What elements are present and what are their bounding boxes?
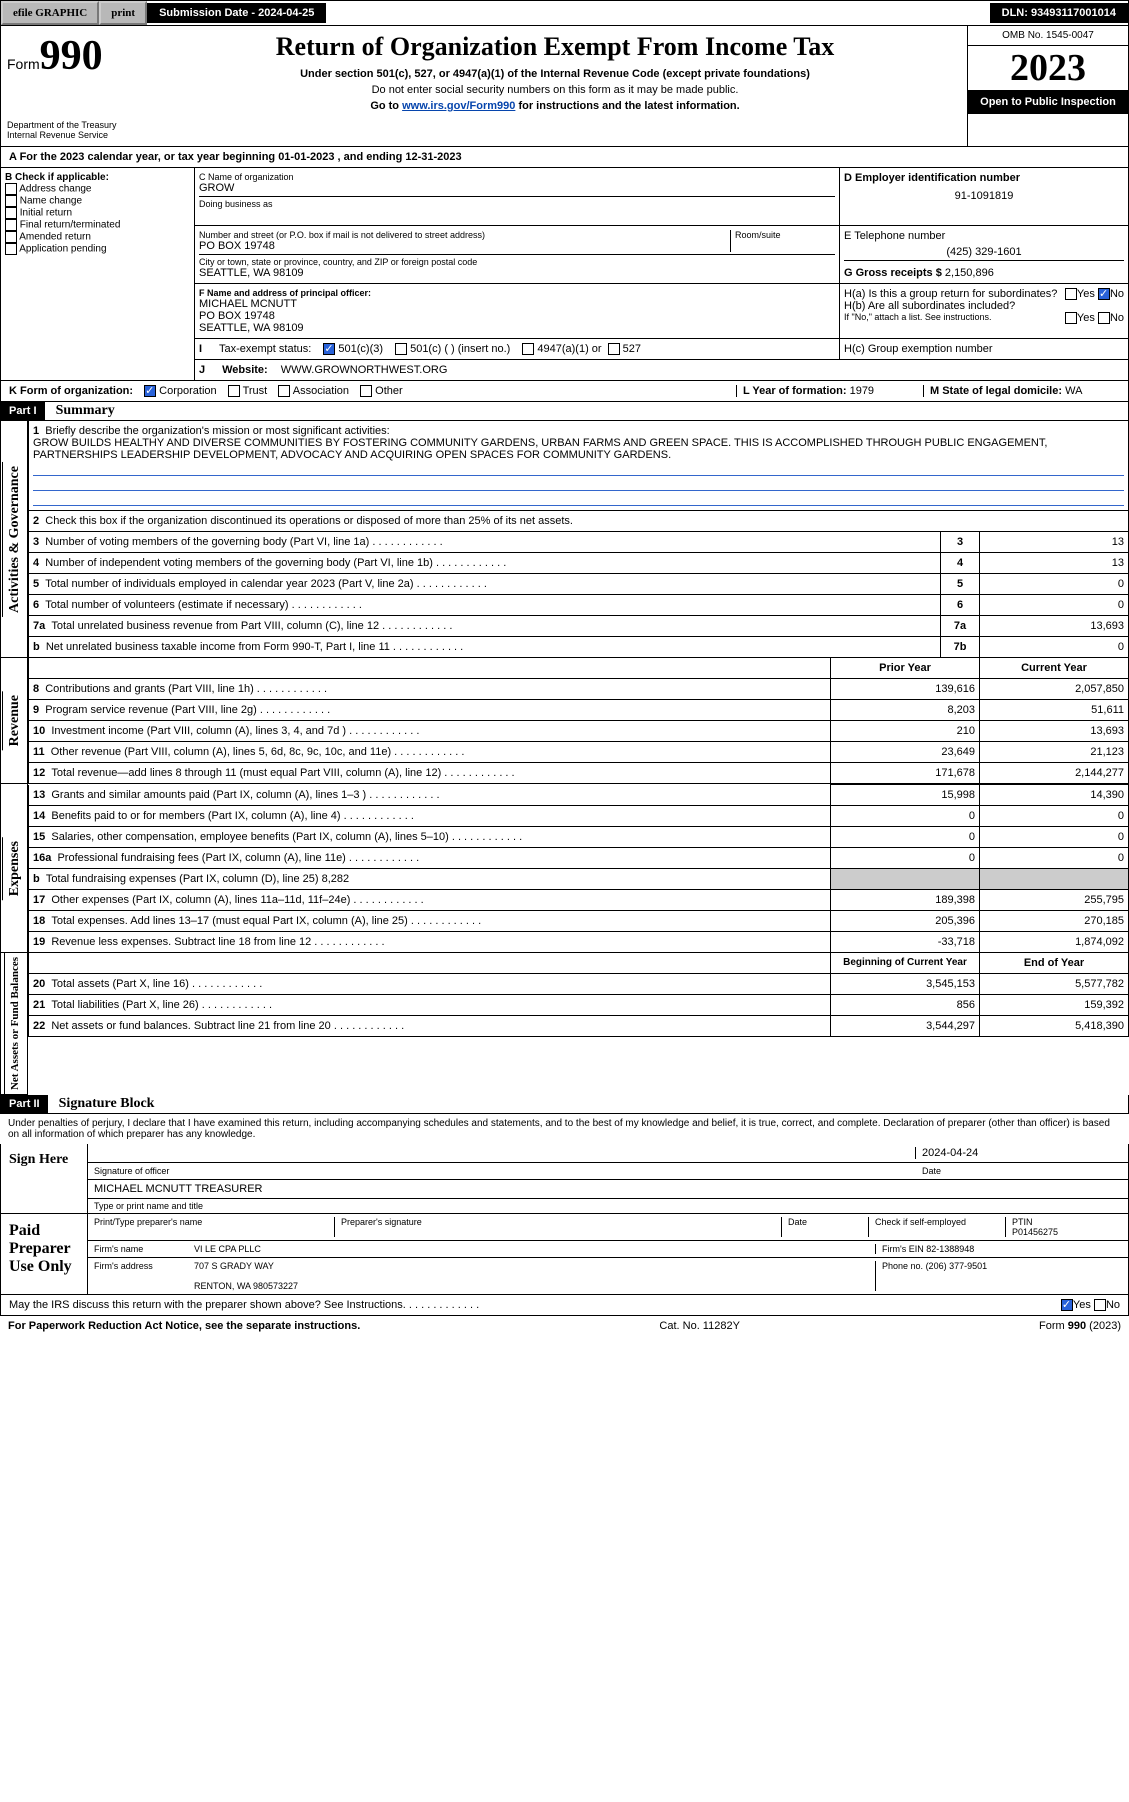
line-15: 15 Salaries, other compensation, employe… [29, 827, 1129, 848]
line-4: 4 Number of independent voting members o… [29, 553, 1129, 574]
website-value: WWW.GROWNORTHWEST.ORG [281, 364, 448, 376]
checkbox-amended-return[interactable]: Amended return [5, 231, 190, 243]
officer-name: MICHAEL MCNUTT [199, 298, 835, 310]
gross-label: G Gross receipts $ [844, 267, 942, 279]
part2-label: Part II [1, 1095, 48, 1113]
cat-no: Cat. No. 11282Y [659, 1320, 740, 1332]
side-net: Net Assets or Fund Balances [4, 953, 25, 1094]
box-b-label: B Check if applicable: [5, 172, 190, 183]
gross-value: 2,150,896 [945, 267, 994, 279]
dba-label: Doing business as [199, 199, 835, 209]
print-button[interactable]: print [99, 1, 147, 25]
omb-number: OMB No. 1545-0047 [968, 26, 1128, 46]
checkbox-application-pending[interactable]: Application pending [5, 243, 190, 255]
line-b: b Total fundraising expenses (Part IX, c… [29, 869, 1129, 890]
line-8: 8 Contributions and grants (Part VIII, l… [29, 679, 1129, 700]
name-label: C Name of organization [199, 172, 835, 182]
line-3: 3 Number of voting members of the govern… [29, 532, 1129, 553]
line-21: 21 Total liabilities (Part X, line 26)85… [29, 995, 1129, 1016]
line-19: 19 Revenue less expenses. Subtract line … [29, 932, 1129, 953]
line-10: 10 Investment income (Part VIII, column … [29, 721, 1129, 742]
subtitle-2: Do not enter social security numbers on … [149, 84, 961, 96]
part1-label: Part I [1, 402, 45, 420]
line-12: 12 Total revenue—add lines 8 through 11 … [29, 763, 1129, 784]
street-address: PO BOX 19748 [199, 240, 730, 252]
city-value: SEATTLE, WA 98109 [199, 267, 835, 279]
subtitle-1: Under section 501(c), 527, or 4947(a)(1)… [149, 68, 961, 80]
line-20: 20 Total assets (Part X, line 16)3,545,1… [29, 974, 1129, 995]
efile-button[interactable]: efile GRAPHIC [1, 1, 99, 25]
checkbox-final-return-terminated[interactable]: Final return/terminated [5, 219, 190, 231]
declaration: Under penalties of perjury, I declare th… [0, 1114, 1129, 1144]
sign-here: Sign Here [1, 1144, 88, 1213]
org-name: GROW [199, 182, 835, 194]
public-inspection: Open to Public Inspection [968, 90, 1128, 114]
q2: Check this box if the organization disco… [45, 515, 573, 527]
part1-title: Summary [48, 403, 115, 418]
line-18: 18 Total expenses. Add lines 13–17 (must… [29, 911, 1129, 932]
officer-addr2: SEATTLE, WA 98109 [199, 322, 835, 334]
room-label: Room/suite [730, 230, 835, 252]
submission-date: Submission Date - 2024-04-25 [147, 3, 326, 23]
line-13: 13 Grants and similar amounts paid (Part… [29, 785, 1129, 806]
ha-label: H(a) Is this a group return for subordin… [844, 288, 1124, 300]
city-label: City or town, state or province, country… [199, 257, 835, 267]
checkbox-initial-return[interactable]: Initial return [5, 207, 190, 219]
line-16a: 16a Professional fundraising fees (Part … [29, 848, 1129, 869]
side-governance: Activities & Governance [2, 462, 27, 617]
irs-link[interactable]: www.irs.gov/Form990 [402, 100, 515, 112]
side-revenue: Revenue [2, 691, 27, 750]
mission: GROW BUILDS HEALTHY AND DIVERSE COMMUNIT… [33, 437, 1047, 461]
line-a: A For the 2023 calendar year, or tax yea… [0, 147, 1129, 168]
pra-notice: For Paperwork Reduction Act Notice, see … [8, 1320, 360, 1332]
phone-label: E Telephone number [844, 230, 1124, 242]
line-11: 11 Other revenue (Part VIII, column (A),… [29, 742, 1129, 763]
paid-preparer: Paid Preparer Use Only [1, 1214, 88, 1294]
officer-label: F Name and address of principal officer: [199, 288, 835, 298]
form-title: Return of Organization Exempt From Incom… [149, 32, 961, 62]
irs: Internal Revenue Service [7, 130, 137, 140]
form-number: Form990 [7, 32, 137, 80]
dept-treasury: Department of the Treasury [7, 120, 137, 130]
line-22: 22 Net assets or fund balances. Subtract… [29, 1016, 1129, 1037]
dln: DLN: 93493117001014 [990, 3, 1128, 23]
hc-label: H(c) Group exemption number [840, 339, 1128, 359]
box-k-label: K Form of organization: [9, 385, 133, 397]
line-14: 14 Benefits paid to or for members (Part… [29, 806, 1129, 827]
tax-status-label: Tax-exempt status: [219, 343, 311, 355]
ein-label: D Employer identification number [844, 172, 1124, 184]
line-5: 5 Total number of individuals employed i… [29, 574, 1129, 595]
addr-label: Number and street (or P.O. box if mail i… [199, 230, 730, 240]
hb-label: H(b) Are all subordinates included? Yes … [844, 300, 1124, 312]
checkbox-address-change[interactable]: Address change [5, 183, 190, 195]
q1: Briefly describe the organization's miss… [45, 425, 389, 437]
checkbox-name-change[interactable]: Name change [5, 195, 190, 207]
discuss-q: May the IRS discuss this return with the… [9, 1299, 1061, 1311]
instructions-link: Go to www.irs.gov/Form990 for instructio… [149, 100, 961, 112]
officer-addr1: PO BOX 19748 [199, 310, 835, 322]
side-expenses: Expenses [2, 837, 27, 900]
top-toolbar: efile GRAPHIC print Submission Date - 20… [0, 0, 1129, 26]
phone-value: (425) 329-1601 [844, 246, 1124, 258]
form-ref: Form 990 (2023) [1039, 1320, 1121, 1332]
line-7b: b Net unrelated business taxable income … [29, 637, 1129, 658]
line-6: 6 Total number of volunteers (estimate i… [29, 595, 1129, 616]
line-17: 17 Other expenses (Part IX, column (A), … [29, 890, 1129, 911]
line-7a: 7a Total unrelated business revenue from… [29, 616, 1129, 637]
line-9: 9 Program service revenue (Part VIII, li… [29, 700, 1129, 721]
part2-title: Signature Block [51, 1096, 155, 1111]
website-label: Website: [222, 364, 268, 376]
tax-year: 2023 [968, 46, 1128, 90]
ein-value: 91-1091819 [844, 190, 1124, 202]
